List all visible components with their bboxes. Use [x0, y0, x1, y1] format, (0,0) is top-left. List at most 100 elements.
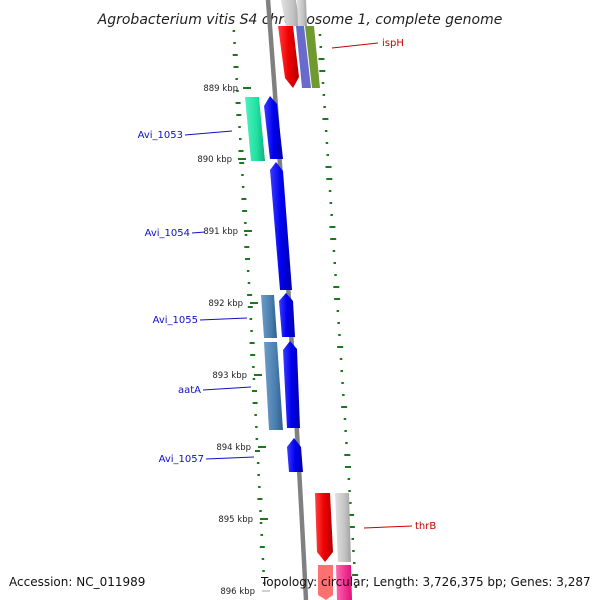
gc-dot [348, 514, 355, 516]
tick-label-891: 891 kbp [203, 227, 238, 237]
gc-dot [319, 46, 322, 48]
gc-dot [326, 154, 329, 156]
gene-label-avi-1055[interactable]: Avi_1055 [153, 315, 198, 326]
gc-dot [348, 490, 351, 492]
ispH-region-features [278, 0, 320, 88]
gc-dot [241, 198, 247, 200]
gc-dot [254, 414, 257, 416]
tick-label-896: 896 kbp [220, 587, 255, 597]
gc-dot [252, 402, 258, 404]
tick-label-893: 893 kbp [212, 371, 247, 381]
gc-dot [337, 322, 340, 324]
gc-dot [255, 450, 260, 452]
cds-avi-1055-blue [279, 293, 295, 337]
gc-dot [348, 526, 355, 528]
gc-dot [258, 486, 261, 488]
gc-dot [349, 502, 352, 504]
gene-label-aatA[interactable]: aatA [178, 385, 201, 396]
gc-dot [336, 310, 340, 312]
gc-dot [342, 394, 345, 396]
gc-dot [328, 190, 332, 192]
gc-dot [250, 330, 253, 332]
cds-aatA-blue [283, 341, 300, 428]
gc-dot [252, 366, 255, 368]
gc-dot [255, 438, 259, 440]
cds-slate-top [296, 26, 311, 88]
gc-dot [244, 234, 248, 236]
gc-dot [351, 538, 354, 540]
cds-avi-1053-blue [264, 96, 283, 159]
gene-label-thrB[interactable]: thrB [415, 521, 436, 532]
gc-dot [246, 270, 250, 272]
gc-dot [339, 358, 343, 360]
cds-red-top [278, 26, 299, 88]
gc-dot [322, 94, 326, 96]
gene-label-avi-1057[interactable]: Avi_1057 [159, 454, 204, 465]
gc-dot [318, 58, 325, 60]
gc-dot [236, 90, 239, 92]
gc-dot [334, 298, 341, 300]
gc-dot [325, 142, 329, 144]
gc-dot [341, 382, 344, 384]
gc-dot [318, 34, 322, 36]
gc-dot [323, 106, 326, 108]
gene-label-ispH[interactable]: ispH [382, 38, 404, 49]
gc-dot [247, 306, 253, 308]
gene-labels-left: Avi_1053 Avi_1054 Avi_1055 aatA Avi_1057 [138, 130, 255, 465]
gc-dots [232, 30, 359, 588]
gene-labels-right: ispH thrB [331, 38, 436, 532]
gc-dot [341, 406, 348, 408]
gc-dot [333, 286, 340, 288]
gc-dot [321, 82, 325, 84]
gc-dot [242, 210, 248, 212]
gc-dot [322, 118, 329, 120]
gc-dot [252, 390, 257, 392]
gene-label-avi-1054[interactable]: Avi_1054 [145, 228, 190, 239]
gc-dot [329, 202, 333, 204]
gc-dot [245, 258, 250, 260]
gc-dot [260, 534, 263, 536]
gc-dot [252, 378, 256, 380]
gc-dot [325, 166, 332, 168]
gc-dot [236, 114, 242, 116]
genome-summary-text: Topology: circular; Length: 3,726,375 bp… [260, 575, 591, 589]
accession-text: Accession: NC_011989 [9, 575, 145, 589]
gc-dot [324, 130, 328, 132]
gc-dot [241, 174, 244, 176]
gc-dot [238, 126, 241, 128]
gc-dot [352, 574, 359, 576]
gc-dot [256, 462, 260, 464]
gc-dot [345, 466, 351, 468]
gc-dot [238, 150, 244, 152]
tick-marks [238, 87, 270, 592]
gc-dot [338, 334, 341, 336]
gc-dot [233, 42, 236, 44]
cds-olive-top [305, 26, 320, 88]
gc-dot [247, 294, 253, 296]
gc-dot [319, 70, 326, 72]
gc-dot [334, 274, 337, 276]
gc-dot [239, 162, 245, 164]
gc-dot [354, 586, 358, 588]
gc-dot [262, 582, 266, 584]
gc-dot [337, 346, 344, 348]
gc-dot [259, 546, 265, 548]
gc-dot [235, 78, 238, 80]
tick-label-890: 890 kbp [197, 155, 232, 165]
gc-dot [261, 558, 265, 560]
gc-dot [249, 318, 253, 320]
tick-label-894: 894 kbp [216, 443, 251, 453]
gc-dot [353, 562, 356, 564]
gc-dot [347, 478, 351, 480]
gc-dot [352, 550, 355, 552]
gc-dot [247, 282, 251, 284]
gc-dot [332, 250, 336, 252]
gc-dot [330, 214, 333, 216]
cds-avi-1057-blue [287, 438, 303, 472]
gc-dot [333, 262, 336, 264]
gene-label-avi-1053[interactable]: Avi_1053 [138, 130, 183, 141]
gc-dot [257, 498, 263, 500]
gc-dot [232, 30, 236, 32]
gc-dot [235, 102, 241, 104]
